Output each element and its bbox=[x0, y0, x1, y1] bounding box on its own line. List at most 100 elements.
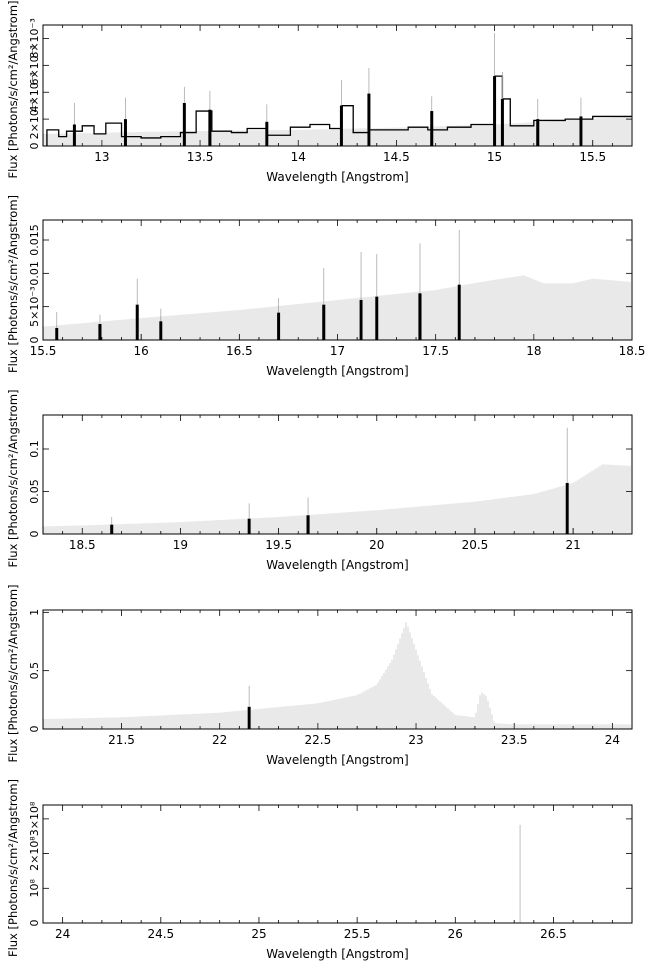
x-tick-label: 13.5 bbox=[187, 150, 214, 164]
data-histogram bbox=[46, 75, 632, 146]
data-bar bbox=[500, 98, 504, 146]
axes-frame bbox=[42, 609, 633, 730]
x-tick-label: 21 bbox=[565, 538, 580, 552]
x-tick-label: 20 bbox=[369, 538, 384, 552]
x-tick-label: 21.5 bbox=[108, 733, 135, 747]
x-tick-label: 23.5 bbox=[501, 733, 528, 747]
x-tick-label: 16 bbox=[134, 344, 149, 358]
axes-frame bbox=[42, 804, 633, 924]
x-tick-label: 26 bbox=[448, 927, 463, 941]
x-tick-label: 16.5 bbox=[226, 344, 253, 358]
x-tick-label: 15.5 bbox=[30, 344, 57, 358]
data-bar bbox=[72, 124, 76, 146]
x-tick-label: 17.5 bbox=[422, 344, 449, 358]
data-bar bbox=[110, 524, 114, 534]
y-tick-label: 0.015 bbox=[28, 224, 41, 256]
data-bar bbox=[457, 284, 461, 340]
data-bar bbox=[265, 121, 269, 146]
x-axis-label: Wavelength [Angstrom] bbox=[266, 364, 408, 378]
model-spectrum bbox=[43, 464, 631, 534]
x-axis-label: Wavelength [Angstrom] bbox=[266, 947, 408, 961]
y-tick-label: 10⁸ bbox=[28, 879, 41, 898]
x-axis-label: Wavelength [Angstrom] bbox=[266, 753, 408, 767]
data-bar bbox=[182, 102, 186, 146]
chart-panel-3: 18.5 19 19.5 20 20.5 21 0 0.05 0.1 Wavelength [An… bbox=[6, 389, 633, 572]
plot-area bbox=[43, 33, 632, 146]
x-tick-label: 19.5 bbox=[265, 538, 292, 552]
data-bar bbox=[359, 300, 363, 340]
x-tick-label: 15.5 bbox=[579, 150, 606, 164]
data-bar bbox=[247, 706, 251, 729]
x-tick-label: 14.5 bbox=[383, 150, 410, 164]
data-bar bbox=[375, 296, 379, 340]
x-tick-label: 15 bbox=[487, 150, 502, 164]
data-bar bbox=[565, 483, 569, 534]
y-axis-label: Flux [Photons/s/cm²/Angstrom] bbox=[6, 195, 20, 373]
data-bar bbox=[98, 324, 102, 340]
y-tick-label: 0 bbox=[28, 920, 41, 927]
x-tick-label: 18 bbox=[526, 344, 541, 358]
model-spectrum bbox=[43, 622, 631, 729]
x-axis-label: Wavelength [Angstrom] bbox=[266, 558, 408, 572]
x-tick-label: 24.5 bbox=[147, 927, 174, 941]
y-tick-label: 8×10⁻³ bbox=[28, 18, 41, 58]
y-axis-label: Flux [Photons/s/cm²/Angstrom] bbox=[6, 584, 20, 762]
model-spectrum bbox=[43, 275, 631, 340]
x-tick-label: 19 bbox=[173, 538, 188, 552]
y-axis-label: Flux [Photons/s/cm²/Angstrom] bbox=[6, 0, 20, 178]
x-tick-label: 24 bbox=[55, 927, 70, 941]
data-bar bbox=[55, 328, 59, 340]
y-tick-label: 0 bbox=[28, 143, 41, 150]
x-tick-label: 24 bbox=[605, 733, 620, 747]
data-bar bbox=[247, 518, 251, 534]
x-tick-label: 25.5 bbox=[344, 927, 371, 941]
data-bar bbox=[277, 312, 281, 340]
x-tick-label: 14 bbox=[291, 150, 306, 164]
y-tick-label: 5×10⁻³ bbox=[28, 286, 41, 326]
plot-area bbox=[43, 230, 631, 340]
chart-panel-4: 21.5 22 22.5 23 23.5 24 0 0.5 1 Wavelength [Angst… bbox=[6, 584, 633, 767]
chart-panel-2: 15.5 16 16.5 17 17.5 18 18.5 0 5×10⁻³0.01 0.015 Wa… bbox=[6, 195, 645, 378]
data-bar bbox=[418, 293, 422, 340]
data-bar bbox=[339, 105, 343, 146]
y-tick-label: 4×10⁻³ bbox=[28, 72, 41, 112]
data-bar bbox=[536, 119, 540, 146]
y-tick-label: 2×10⁸ bbox=[28, 836, 41, 871]
plot-area bbox=[43, 427, 631, 534]
data-bar bbox=[367, 93, 371, 146]
data-bar bbox=[493, 76, 497, 146]
y-tick-label: 6×10⁻³ bbox=[28, 45, 41, 85]
x-axis-label: Wavelength [Angstrom] bbox=[266, 170, 408, 184]
data-bar bbox=[135, 304, 139, 340]
x-tick-label: 18.5 bbox=[619, 344, 646, 358]
data-bar bbox=[322, 304, 326, 340]
y-axis-label: Flux [Photons/s/cm²/Angstrom] bbox=[6, 779, 20, 957]
data-bar bbox=[159, 321, 163, 340]
data-bar bbox=[208, 109, 212, 146]
x-tick-label: 22 bbox=[212, 733, 227, 747]
data-bar bbox=[579, 116, 583, 146]
y-tick-label: 0.1 bbox=[28, 440, 41, 458]
y-tick-label: 0.05 bbox=[28, 479, 41, 504]
y-tick-label: 3×10⁸ bbox=[28, 801, 41, 836]
data-bar bbox=[123, 119, 127, 146]
y-tick-label: 0 bbox=[28, 337, 41, 344]
data-bar bbox=[306, 515, 310, 534]
x-tick-label: 22.5 bbox=[305, 733, 332, 747]
y-tick-label: 2×10⁻³ bbox=[28, 99, 41, 139]
plot-area bbox=[43, 622, 631, 729]
x-tick-label: 20.5 bbox=[462, 538, 489, 552]
x-tick-label: 18.5 bbox=[69, 538, 96, 552]
x-tick-label: 17 bbox=[330, 344, 345, 358]
y-tick-label: 0 bbox=[28, 531, 41, 538]
x-tick-label: 13 bbox=[94, 150, 109, 164]
x-tick-label: 23 bbox=[408, 733, 423, 747]
y-axis-label: Flux [Photons/s/cm²/Angstrom] bbox=[6, 389, 20, 567]
x-tick-label: 26.5 bbox=[540, 927, 567, 941]
y-tick-label: 0.5 bbox=[28, 662, 41, 680]
chart-panel-1: 13 13.5 14 14.5 15 15.5 0 2×10⁻³4×10⁻³6×10⁻³8×1… bbox=[6, 0, 633, 184]
y-tick-label: 0.01 bbox=[28, 261, 41, 286]
data-bar bbox=[430, 111, 434, 146]
